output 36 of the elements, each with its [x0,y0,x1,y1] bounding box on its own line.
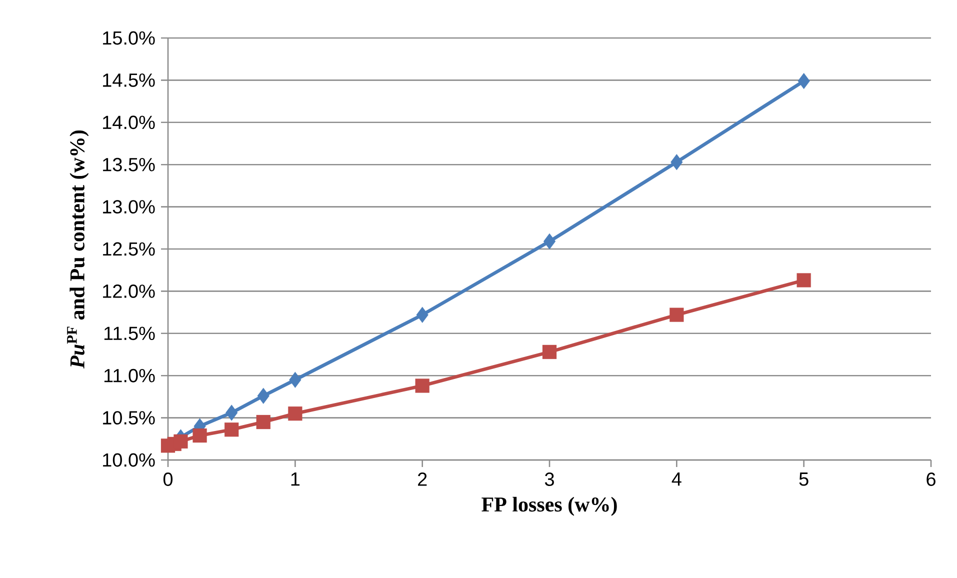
y-tick-label: 13.5% [103,158,155,172]
y-tick-label: 10.0% [103,453,155,467]
point [289,372,302,388]
y-tick-label: 13.0% [103,200,155,214]
y-tick-label: 12.0% [103,284,155,298]
y-tick-label: 14.0% [103,116,155,130]
point [415,378,430,393]
y-tick-label: 11.5% [104,326,155,340]
x-tick-label: 5 [799,472,808,486]
y-tick-label: 10.5% [103,411,155,425]
point [796,273,811,288]
x-tick-label: 0 [163,472,173,486]
point [256,414,270,430]
point [416,306,428,323]
point [257,388,270,404]
y-axis-title: Pu$^{PF}$ and Pu content (w%) [67,130,89,368]
point [288,406,302,421]
point [543,233,556,250]
point [670,154,683,170]
y-tick-label: 15.0% [103,31,155,45]
x-tick-label: 6 [926,472,936,486]
point [670,308,684,322]
point [542,344,557,360]
x-tick-label: 2 [418,472,427,486]
point [226,404,238,421]
y-tick-label: 12.5% [103,242,155,256]
x-tick-label: 3 [544,472,554,486]
y-tick-label: 11.0% [104,368,155,382]
x-tick-label: 4 [672,472,682,486]
x-tick-label: 1 [291,472,300,486]
point [192,428,207,443]
y-tick-label: 14.5% [103,74,155,87]
x-axis-title: FP losses (w%) [482,496,617,516]
point [174,434,188,448]
point [798,72,810,90]
point [224,422,239,437]
